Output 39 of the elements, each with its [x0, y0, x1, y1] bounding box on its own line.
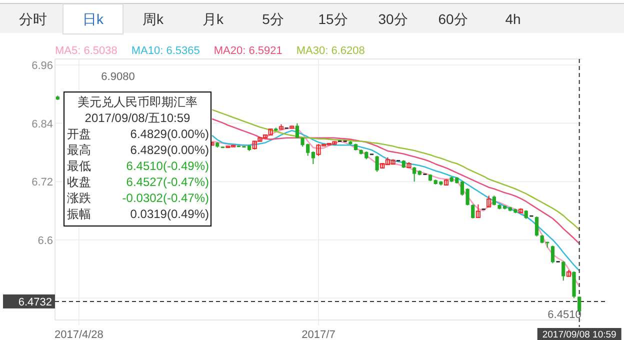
text: MA20: 6.5921: [214, 45, 282, 57]
text: 日k: [82, 11, 104, 27]
ref-line-label: 6.4732: [18, 296, 52, 308]
annotation: 振幅: [67, 207, 91, 221]
annotation: 6.4829(0.00%): [130, 143, 209, 157]
annotation: 6.4510(-0.49%): [126, 159, 209, 173]
text: 30分: [378, 11, 408, 27]
text: 60分: [438, 11, 468, 27]
text: MA10: 6.5365: [131, 45, 200, 57]
y-tick-label: 6.72: [32, 176, 53, 189]
text: 月k: [202, 11, 224, 27]
annotation: 6.4527(-0.47%): [126, 175, 209, 189]
x-tick-label: 2017/4/28: [54, 329, 104, 340]
annotation: 6.4829(0.00%): [130, 127, 209, 141]
text: 周k: [142, 11, 164, 27]
annotation: 6.9080: [101, 71, 135, 83]
x-tick-label: 2017/09/08 10:59: [542, 330, 616, 340]
text: 4h: [505, 11, 521, 27]
text: 5分: [262, 11, 284, 27]
line-series: [211, 118, 580, 244]
annotation: 涨跌: [67, 191, 91, 205]
annotation: 收盘: [67, 175, 91, 189]
annotation: 0.0319(0.49%): [130, 207, 209, 221]
text: MA5: 6.5038: [55, 45, 118, 57]
annotation: 美元兑人民币即期汇率: [78, 95, 198, 109]
x-tick-label: 2017/7: [302, 329, 336, 340]
annotation: 最高: [67, 143, 91, 157]
annotation: 最低: [67, 159, 91, 173]
annotation: -0.0302(-0.47%): [122, 191, 209, 205]
annotation: 6.4510: [548, 309, 582, 321]
y-tick-label: 6.84: [32, 118, 53, 130]
annotation: 开盘: [67, 127, 91, 141]
y-tick-label: 6.6: [38, 234, 53, 247]
text: 分时: [19, 11, 47, 27]
annotation: 2017/09/08/五10:59: [84, 111, 191, 125]
text: 15分: [318, 11, 348, 27]
text: MA30: 6.6208: [296, 45, 365, 57]
y-tick-label: 6.96: [32, 60, 53, 72]
line-series: [211, 109, 580, 230]
